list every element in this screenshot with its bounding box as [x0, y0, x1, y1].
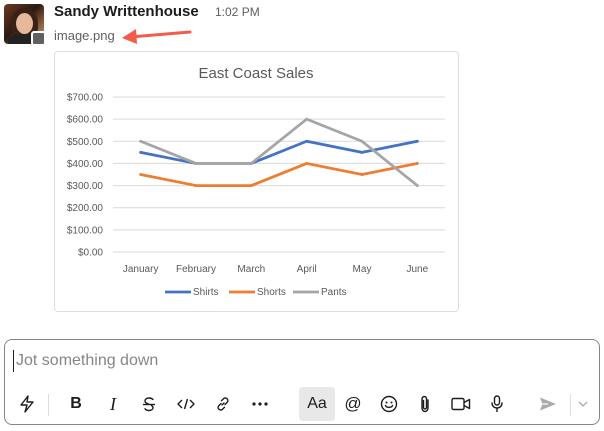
line-chart: East Coast Sales $700.00 $600.00 $500.00 $4… [67, 65, 445, 298]
y-tick-label: $700.00 [67, 93, 104, 104]
x-tick-label: April [297, 264, 317, 275]
mention-icon[interactable]: @ [344, 394, 362, 413]
message-composer[interactable]: B I Aa @ [4, 339, 600, 425]
y-tick-label: $300.00 [67, 181, 104, 192]
data-point-pants [194, 162, 198, 165]
toolbar-divider [48, 394, 49, 416]
x-tick-label: May [353, 264, 372, 275]
y-tick-label: $0.00 [78, 248, 103, 259]
data-point-pants [305, 117, 309, 121]
x-tick-label: June [406, 264, 428, 275]
presence-status-icon [31, 31, 46, 46]
data-point-pants [415, 184, 419, 187]
chart-title: East Coast Sales [198, 65, 313, 82]
x-tick-label: March [237, 264, 265, 275]
series-line-shirts [139, 139, 419, 165]
data-point-shirts [139, 150, 143, 154]
series-line-shorts [139, 162, 419, 187]
x-tick-label: January [123, 264, 159, 275]
composer-toolbar: B I Aa @ [5, 387, 599, 421]
image-attachment-chart[interactable]: East Coast Sales $700.00 $600.00 $500.00 $4… [54, 51, 459, 312]
data-point-shirts [360, 150, 364, 154]
avatar-face [16, 13, 33, 34]
sender-name[interactable]: Sandy Writtenhouse [54, 3, 199, 20]
series-line-pants [139, 117, 419, 187]
attachment-file-name[interactable]: image.png [54, 28, 115, 43]
bold-icon[interactable]: B [70, 395, 82, 412]
data-point-pants [360, 139, 364, 143]
y-tick-label: $200.00 [67, 203, 104, 214]
data-point-shorts [305, 162, 309, 165]
send-icon[interactable] [532, 388, 564, 420]
send-options-icon[interactable] [571, 388, 595, 420]
more-icon[interactable] [244, 388, 276, 420]
data-point-shorts [194, 184, 198, 187]
message-input[interactable] [13, 350, 586, 372]
legend-label: Pants [321, 287, 347, 298]
annotation-arrow-icon [122, 29, 192, 44]
code-icon[interactable] [170, 388, 202, 420]
avatar[interactable] [4, 4, 44, 44]
data-point-shorts [415, 162, 419, 165]
y-tick-label: $100.00 [67, 225, 104, 236]
data-point-shirts [305, 139, 309, 143]
strikethrough-icon[interactable] [133, 388, 165, 420]
message-timestamp[interactable]: 1:02 PM [215, 5, 260, 19]
data-point-pants [249, 162, 253, 165]
italic-icon[interactable]: I [110, 393, 116, 414]
data-point-shorts [139, 173, 143, 176]
video-icon[interactable] [445, 388, 477, 420]
y-tick-label: $400.00 [67, 159, 104, 170]
data-point-shirts [415, 139, 419, 143]
link-icon[interactable] [207, 388, 239, 420]
y-tick-label: $500.00 [67, 137, 104, 148]
attach-icon[interactable] [409, 388, 441, 420]
data-point-pants [139, 139, 143, 143]
data-point-shorts [249, 184, 253, 187]
legend-label: Shorts [257, 287, 286, 298]
data-point-shorts [360, 173, 364, 176]
shortcuts-icon[interactable] [11, 388, 43, 420]
toolbar-divider [570, 394, 571, 416]
microphone-icon[interactable] [481, 388, 513, 420]
avatar-shirt [8, 34, 40, 44]
emoji-icon[interactable] [373, 388, 405, 420]
y-tick-label: $600.00 [67, 115, 104, 126]
legend-label: Shirts [193, 287, 219, 298]
x-tick-label: February [176, 264, 216, 275]
formatting-icon[interactable]: Aa [299, 387, 335, 421]
